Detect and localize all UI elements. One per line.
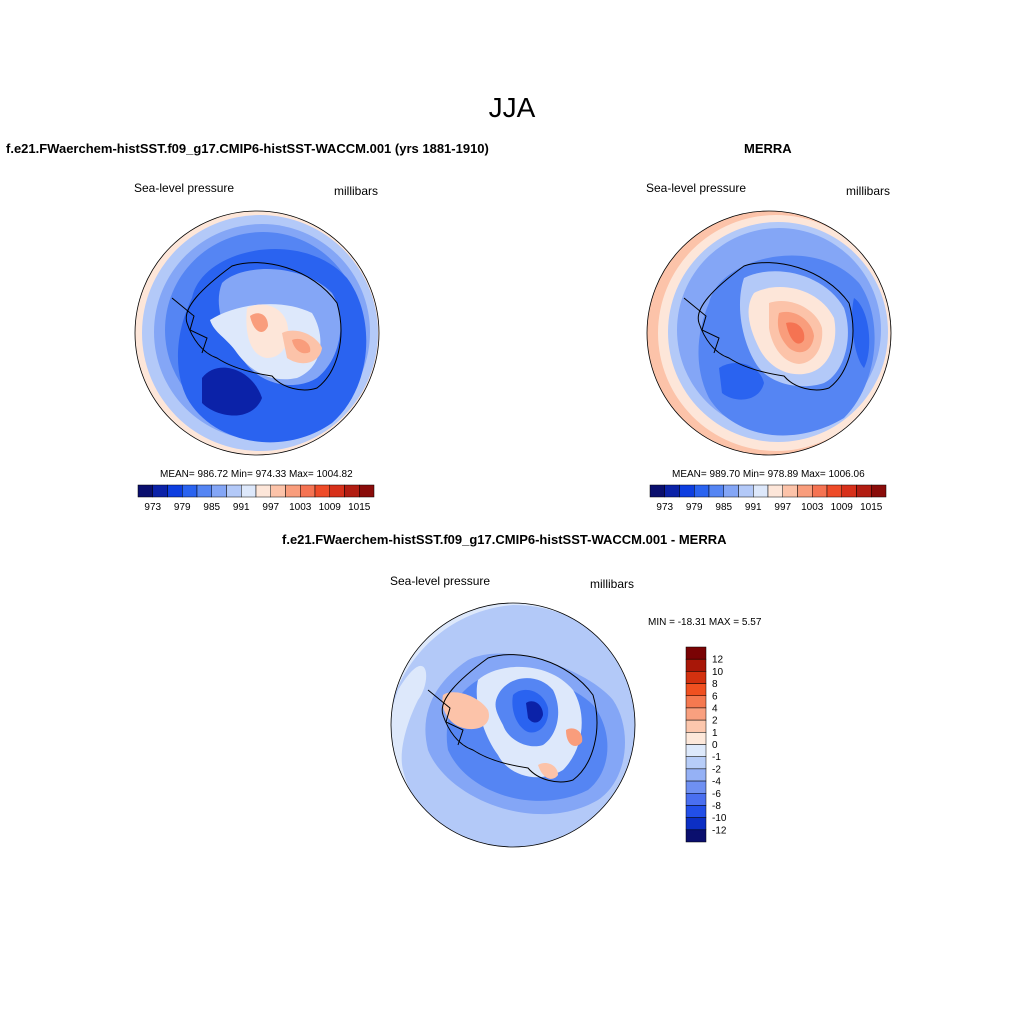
- diff-colorbar-swatch: [685, 829, 707, 843]
- diff-colorbar-tick-label: 8: [712, 679, 718, 690]
- diff-colorbar-tick-label: 6: [712, 691, 718, 702]
- diff-colorbar-tick-label: -12: [712, 825, 727, 836]
- model-colorbar-tick-label: 1015: [348, 502, 371, 513]
- model-colorbar: 973 979 985 991 997 1003 1009 1015: [137, 484, 375, 513]
- diff-colorbar-tick-label: -4: [712, 777, 721, 788]
- obs-panel-title: MERRA: [744, 141, 792, 156]
- diff-variable-label: Sea-level pressure: [390, 574, 491, 588]
- obs-stats: MEAN= 989.70 Min= 978.89 Max= 1006.06: [672, 469, 865, 480]
- diff-colorbar-tick-label: -6: [712, 789, 721, 800]
- obs-colorbar-swatch: [782, 484, 798, 498]
- obs-colorbar-swatch: [841, 484, 857, 498]
- model-colorbar-swatch: [359, 484, 375, 498]
- diff-colorbar-tick-label: 0: [712, 740, 718, 751]
- diff-colorbar-tick-label: -8: [712, 801, 721, 812]
- diff-map: [390, 602, 636, 848]
- obs-colorbar: 973 979 985 991 997 1003 1009 1015: [649, 484, 887, 513]
- obs-colorbar-swatch: [679, 484, 695, 498]
- model-colorbar-swatch: [344, 484, 360, 498]
- obs-colorbar-swatch: [856, 484, 872, 498]
- obs-colorbar-swatch: [812, 484, 828, 498]
- diff-colorbar-tick-label: 2: [712, 716, 718, 727]
- diff-colorbar-swatch: [685, 805, 707, 818]
- model-colorbar-swatch: [241, 484, 257, 498]
- diff-stats: MIN = -18.31 MAX = 5.57: [648, 617, 762, 628]
- diff-colorbar-swatch: [685, 793, 707, 806]
- model-colorbar-swatch: [196, 484, 212, 498]
- diff-colorbar-swatch: [685, 695, 707, 709]
- model-colorbar-tick-label: 973: [144, 502, 161, 513]
- obs-colorbar-swatch: [826, 484, 842, 498]
- diff-colorbar-swatch: [685, 768, 707, 782]
- obs-colorbar-tick-label: 973: [656, 502, 673, 513]
- diff-colorbar-tick-label: 1: [712, 728, 718, 739]
- diff-colorbar-swatch: [685, 683, 707, 696]
- model-colorbar-swatch: [314, 484, 330, 498]
- diff-colorbar-tick-label: -2: [712, 764, 721, 775]
- figure-title: JJA: [488, 92, 536, 123]
- diff-colorbar-swatch: [685, 756, 707, 770]
- model-colorbar-tick-label: 1009: [319, 502, 342, 513]
- obs-colorbar-swatch: [738, 484, 754, 498]
- diff-colorbar-swatch: [685, 732, 707, 745]
- diff-colorbar-swatch: [685, 671, 707, 684]
- obs-colorbar-tick-label: 985: [715, 502, 732, 513]
- diff-colorbar-tick-label: 10: [712, 667, 724, 678]
- model-colorbar-swatch: [182, 484, 198, 498]
- diff-colorbar-tick-label: 12: [712, 655, 724, 666]
- obs-colorbar-swatch: [871, 484, 887, 498]
- model-colorbar-tick-label: 985: [203, 502, 220, 513]
- obs-colorbar-tick-label: 1015: [860, 502, 883, 513]
- model-colorbar-swatch: [226, 484, 242, 498]
- model-colorbar-tick-label: 991: [233, 502, 250, 513]
- diff-colorbar-swatch: [685, 780, 707, 794]
- obs-variable-label: Sea-level pressure: [646, 181, 747, 195]
- obs-colorbar-swatch: [723, 484, 739, 498]
- diff-colorbar-tick-label: -1: [712, 752, 721, 763]
- obs-map: [646, 210, 892, 456]
- diff-panel-title: f.e21.FWaerchem-histSST.f09_g17.CMIP6-hi…: [282, 532, 727, 547]
- model-colorbar-swatch: [285, 484, 301, 498]
- model-colorbar-tick-label: 997: [262, 502, 279, 513]
- obs-colorbar-swatch: [649, 484, 665, 498]
- diff-colorbar-swatch: [685, 719, 707, 733]
- model-stats: MEAN= 986.72 Min= 974.33 Max= 1004.82: [160, 469, 353, 480]
- obs-colorbar-swatch: [694, 484, 710, 498]
- model-colorbar-swatch: [329, 484, 345, 498]
- diff-units-label: millibars: [590, 577, 635, 591]
- diff-colorbar-tick-label: 4: [712, 703, 718, 714]
- model-colorbar-tick-label: 979: [174, 502, 191, 513]
- model-colorbar-swatch: [211, 484, 227, 498]
- diff-colorbar-tick-label: -10: [712, 813, 727, 824]
- obs-colorbar-swatch: [797, 484, 813, 498]
- model-panel-title: f.e21.FWaerchem-histSST.f09_g17.CMIP6-hi…: [6, 141, 489, 156]
- diff-colorbar-swatch: [685, 707, 707, 721]
- model-units-label: millibars: [334, 184, 379, 198]
- model-colorbar-swatch: [300, 484, 316, 498]
- obs-colorbar-tick-label: 997: [774, 502, 791, 513]
- obs-colorbar-tick-label: 1003: [801, 502, 824, 513]
- obs-colorbar-tick-label: 979: [686, 502, 703, 513]
- obs-colorbar-tick-label: 1009: [831, 502, 854, 513]
- model-map: [134, 210, 380, 456]
- model-variable-label: Sea-level pressure: [134, 181, 235, 195]
- model-colorbar-swatch: [270, 484, 286, 498]
- obs-colorbar-swatch: [767, 484, 783, 498]
- model-colorbar-swatch: [137, 484, 153, 498]
- diff-colorbar-swatch: [685, 817, 707, 831]
- obs-colorbar-swatch: [664, 484, 680, 498]
- diff-colorbar-swatch: [685, 658, 707, 672]
- diff-colorbar-swatch: [685, 744, 707, 757]
- model-colorbar-tick-label: 1003: [289, 502, 312, 513]
- obs-colorbar-swatch: [708, 484, 724, 498]
- obs-colorbar-swatch: [753, 484, 769, 498]
- obs-colorbar-tick-label: 991: [745, 502, 762, 513]
- diff-colorbar-swatch: [685, 646, 707, 660]
- model-colorbar-swatch: [167, 484, 183, 498]
- model-colorbar-swatch: [255, 484, 271, 498]
- obs-units-label: millibars: [846, 184, 891, 198]
- model-colorbar-swatch: [152, 484, 168, 498]
